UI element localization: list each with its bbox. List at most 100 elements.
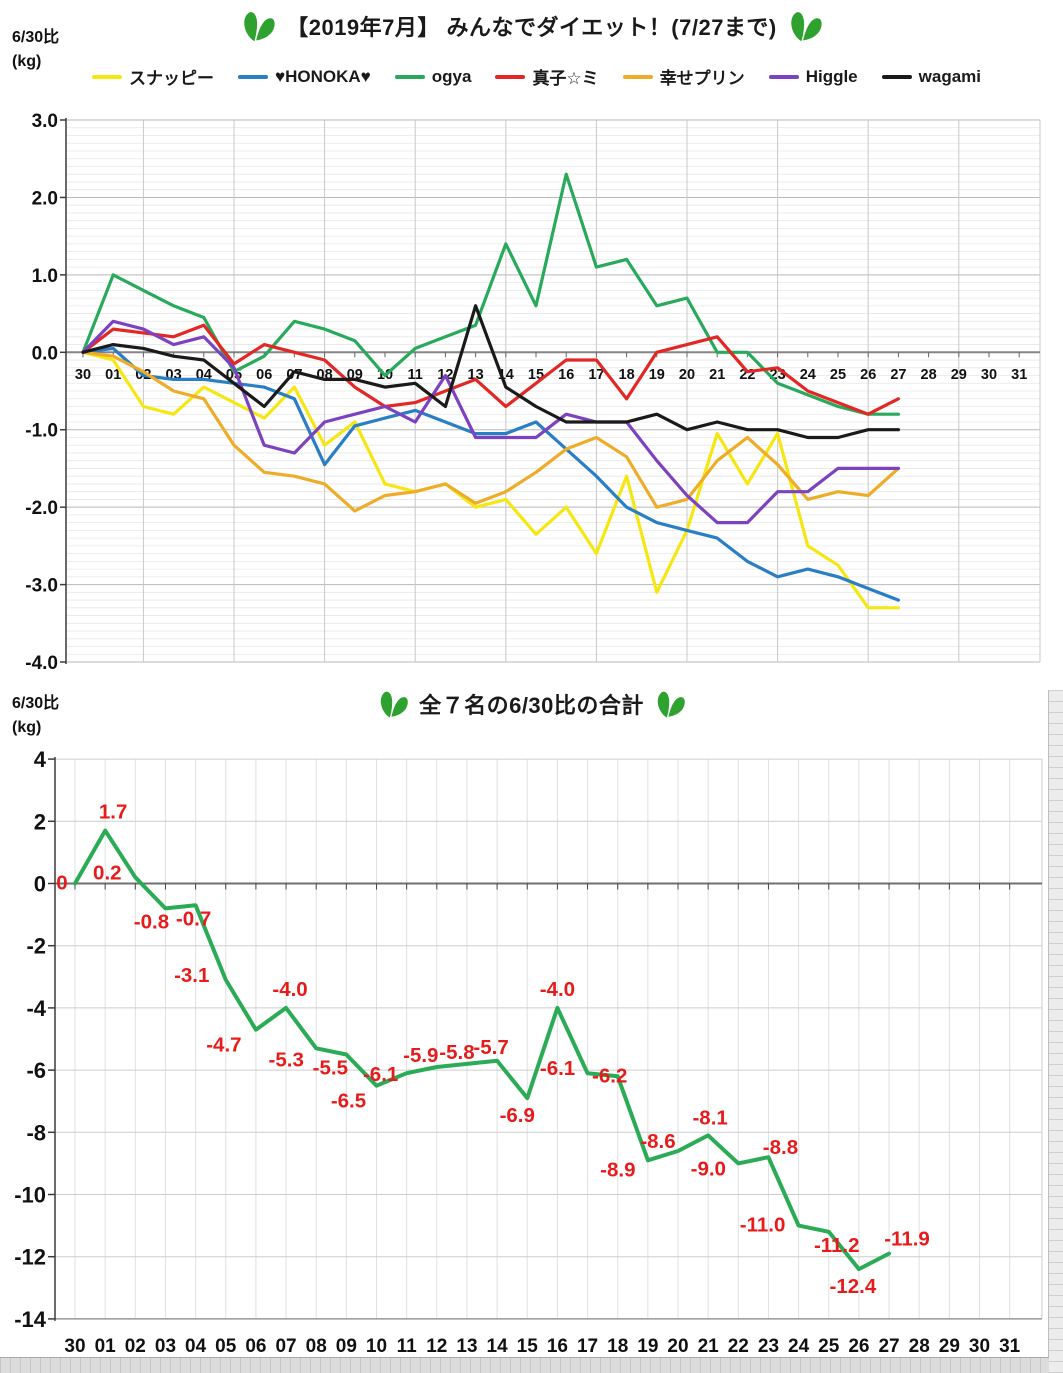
top-chart-title: 【2019年7月】 みんなでダイエット！(7/27まで) <box>286 15 777 40</box>
point-label-18: -6.2 <box>592 1064 627 1087</box>
legend-label-1: ♥HONOKA♥ <box>275 66 371 86</box>
svg-text:26: 26 <box>848 1336 869 1357</box>
svg-text:28: 28 <box>909 1336 930 1357</box>
svg-text:31: 31 <box>999 1336 1021 1357</box>
svg-text:-8: -8 <box>26 1120 46 1145</box>
point-label-12: -5.9 <box>403 1044 438 1067</box>
svg-text:26: 26 <box>860 367 876 383</box>
top-series-line-5 <box>81 319 901 525</box>
point-label-0: 0 <box>56 872 67 895</box>
top-series-line-1 <box>81 346 901 602</box>
svg-text:14: 14 <box>487 1336 509 1357</box>
point-label-6: -4.7 <box>206 1034 241 1057</box>
svg-text:29: 29 <box>951 367 967 383</box>
point-label-17: -6.1 <box>540 1057 575 1080</box>
svg-text:21: 21 <box>698 1336 720 1357</box>
point-label-14: -5.7 <box>473 1036 508 1059</box>
svg-text:23: 23 <box>758 1336 779 1357</box>
bottom-title-row: 全７名の6/30比の合計 <box>0 688 1063 720</box>
svg-text:29: 29 <box>939 1336 960 1357</box>
svg-text:31: 31 <box>1011 367 1027 383</box>
svg-text:3.0: 3.0 <box>32 111 58 132</box>
point-label-9: -5.5 <box>313 1057 348 1080</box>
svg-text:2: 2 <box>34 809 46 834</box>
svg-text:02: 02 <box>125 1336 146 1357</box>
svg-text:17: 17 <box>577 1336 598 1357</box>
point-label-4: -0.7 <box>176 907 211 930</box>
point-label-21: -8.1 <box>692 1106 727 1129</box>
svg-text:11: 11 <box>408 367 423 383</box>
svg-text:04: 04 <box>185 1336 207 1357</box>
svg-text:06: 06 <box>245 1336 266 1357</box>
heart-leaf-icon <box>244 12 275 42</box>
svg-text:24: 24 <box>800 367 816 383</box>
svg-text:08: 08 <box>306 1336 327 1357</box>
heart-leaf-icon <box>657 691 685 718</box>
svg-text:07: 07 <box>286 367 302 383</box>
legend-label-4: 幸せプリン <box>659 69 745 88</box>
point-label-16: -4.0 <box>540 978 575 1001</box>
svg-text:0.0: 0.0 <box>32 343 58 364</box>
legend-swatch-0 <box>92 74 122 79</box>
bottom-chart-grid <box>48 757 1043 1321</box>
legend-item-3: 真子☆ミ <box>495 64 599 89</box>
svg-text:01: 01 <box>95 1336 117 1357</box>
svg-text:03: 03 <box>155 1336 176 1357</box>
right-scrollbar[interactable] <box>1048 690 1063 1373</box>
svg-text:-3.0: -3.0 <box>25 576 58 597</box>
svg-text:15: 15 <box>517 1336 539 1357</box>
svg-text:20: 20 <box>667 1336 688 1357</box>
svg-text:19: 19 <box>649 367 665 383</box>
svg-text:30: 30 <box>981 367 997 383</box>
legend-swatch-2 <box>394 74 425 79</box>
legend-swatch-1 <box>238 74 268 79</box>
point-label-1: 1.7 <box>99 801 128 824</box>
svg-text:25: 25 <box>818 1336 840 1357</box>
svg-text:10: 10 <box>366 1336 387 1357</box>
point-label-22: -9.0 <box>691 1157 726 1180</box>
top-axis-unit-line1: 6/30比 <box>12 29 60 46</box>
svg-text:19: 19 <box>637 1336 658 1357</box>
svg-text:-6: -6 <box>26 1058 46 1083</box>
svg-text:-2.0: -2.0 <box>25 498 58 519</box>
svg-text:16: 16 <box>558 367 574 383</box>
svg-text:16: 16 <box>547 1336 568 1357</box>
point-label-10: -6.5 <box>331 1090 366 1113</box>
svg-text:-4.0: -4.0 <box>25 653 58 674</box>
svg-text:-4: -4 <box>26 996 46 1021</box>
top-chart-axis-labels: 3.02.01.00.0-1.0-2.0-3.0-4.030 01 02 03 04 05… <box>25 111 1027 674</box>
svg-text:24: 24 <box>788 1336 810 1357</box>
svg-text:01: 01 <box>105 367 121 383</box>
top-axis-unit-line2: (kg) <box>12 53 42 70</box>
bottom-scrollbar[interactable] <box>0 1357 1049 1373</box>
svg-text:18: 18 <box>607 1336 628 1357</box>
svg-text:13: 13 <box>456 1336 477 1357</box>
svg-text:21: 21 <box>709 367 725 383</box>
legend-label-5: Higgle <box>805 66 858 86</box>
svg-text:30: 30 <box>969 1336 990 1357</box>
top-axis-unit: 6/30比 (kg) <box>12 26 59 74</box>
legend: スナッピー ♥HONOKA♥ ogya 真子☆ミ 幸せプリン Higgle wagami <box>40 64 1033 89</box>
top-title-row: 【2019年7月】 みんなでダイエット！(7/27まで) <box>0 8 1063 44</box>
point-label-26: -12.4 <box>830 1275 877 1298</box>
svg-text:11: 11 <box>397 1336 418 1357</box>
heart-leaf-icon <box>380 691 408 718</box>
bottom-series-line <box>73 828 891 1272</box>
legend-swatch-3 <box>495 74 526 79</box>
svg-text:30: 30 <box>64 1336 85 1357</box>
svg-text:13: 13 <box>468 367 484 383</box>
svg-text:06: 06 <box>256 367 272 383</box>
svg-text:0: 0 <box>34 872 46 897</box>
bottom-chart-title: 全７名の6/30比の合計 <box>419 693 644 718</box>
legend-label-0: スナッピー <box>129 69 214 88</box>
legend-label-6: wagami <box>918 66 981 86</box>
bottom-axis-unit-line1: 6/30比 <box>12 695 60 712</box>
legend-swatch-6 <box>881 74 912 79</box>
svg-text:20: 20 <box>679 367 695 383</box>
svg-text:-1.0: -1.0 <box>25 421 58 442</box>
svg-text:27: 27 <box>890 367 906 383</box>
legend-label-2: ogya <box>431 66 472 86</box>
point-label-8: -5.3 <box>269 1048 304 1071</box>
